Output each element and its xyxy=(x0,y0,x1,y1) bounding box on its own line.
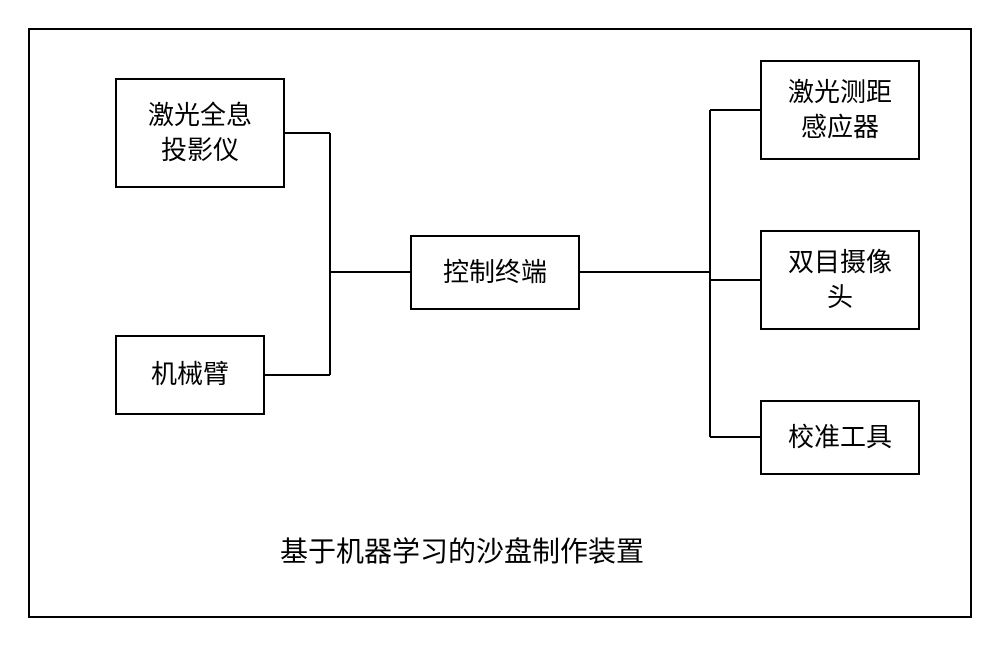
node-projector-label: 激光全息投影仪 xyxy=(148,98,252,168)
node-terminal-label: 控制终端 xyxy=(443,255,547,290)
node-projector: 激光全息投影仪 xyxy=(115,78,285,188)
diagram-caption: 基于机器学习的沙盘制作装置 xyxy=(280,530,644,570)
node-calib-label: 校准工具 xyxy=(788,420,892,455)
node-terminal: 控制终端 xyxy=(410,235,580,310)
node-laser-label: 激光测距感应器 xyxy=(788,75,892,145)
node-camera: 双目摄像头 xyxy=(760,230,920,330)
node-arm-label: 机械臂 xyxy=(151,357,229,392)
node-camera-label: 双目摄像头 xyxy=(788,245,892,315)
node-laser: 激光测距感应器 xyxy=(760,60,920,160)
node-calib: 校准工具 xyxy=(760,400,920,475)
node-arm: 机械臂 xyxy=(115,335,265,415)
